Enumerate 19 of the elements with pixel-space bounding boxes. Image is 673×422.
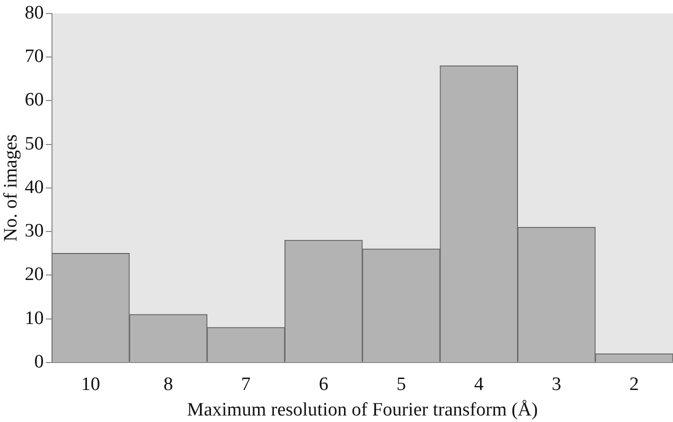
x-tick-label: 5 [396, 374, 406, 395]
y-tick-label: 50 [24, 133, 44, 154]
y-tick-label: 40 [24, 176, 44, 198]
x-tick-label: 7 [241, 374, 251, 395]
x-tick-label: 4 [474, 374, 484, 395]
y-tick-label: 80 [24, 2, 44, 24]
x-axis-title: Maximum resolution of Fourier transform (Å) [186, 400, 538, 421]
x-tick-label: 6 [318, 374, 328, 395]
y-tick-label: 10 [24, 308, 44, 329]
x-tick-label: 8 [164, 374, 174, 395]
y-axis-title: No. of images [0, 134, 22, 242]
y-tick-label: 0 [34, 351, 44, 372]
y-tick-label: 60 [24, 90, 44, 111]
x-tick-label: 10 [81, 374, 100, 395]
y-tick-label: 20 [24, 264, 44, 286]
y-tick-label: 70 [24, 46, 44, 68]
x-tick-label: 2 [629, 374, 639, 395]
y-tick-label: 30 [24, 220, 44, 242]
x-tick-label: 3 [552, 374, 562, 395]
